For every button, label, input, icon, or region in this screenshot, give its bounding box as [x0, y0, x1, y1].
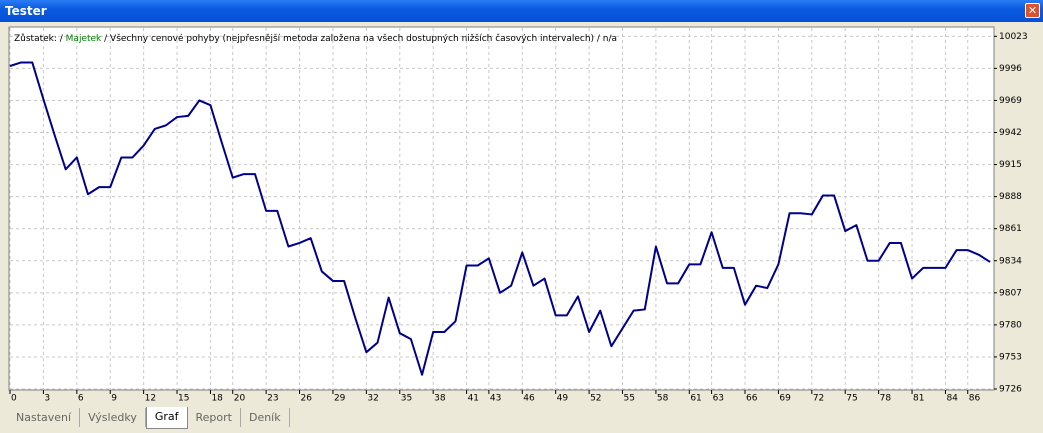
tab[interactable]: Nastavení — [8, 408, 81, 427]
tab-bar: Nastavení Výsledky Graf Report Deník — [8, 407, 290, 429]
x-tick-label: 55 — [624, 394, 635, 404]
y-tick-label: 9834 — [999, 256, 1022, 266]
x-tick-label: 81 — [913, 394, 924, 404]
y-tick-label: 9915 — [999, 160, 1022, 170]
x-tick-label: 58 — [657, 394, 669, 404]
x-tick-label: 35 — [401, 394, 412, 404]
x-tick-label: 38 — [434, 394, 446, 404]
y-tick-label: 9969 — [999, 96, 1022, 106]
x-tick-label: 18 — [211, 394, 223, 404]
y-tick-label: 9996 — [999, 64, 1022, 74]
x-tick-label: 29 — [334, 394, 346, 404]
x-tick-label: 52 — [590, 394, 601, 404]
y-tick-label: 9780 — [999, 320, 1022, 330]
legend-entry: / Všechny cenové pohyby (nejpřesnější me… — [101, 33, 617, 44]
y-tick-label: 9861 — [999, 224, 1022, 234]
x-tick-label: 63 — [713, 394, 724, 404]
title-bar: Tester ✕ — [0, 0, 1043, 22]
legend: Zůstatek: / Majetek / Všechny cenové poh… — [14, 33, 617, 44]
close-button[interactable]: ✕ — [1025, 3, 1040, 18]
x-tick-label: 6 — [78, 394, 84, 404]
x-tick-label: 72 — [813, 394, 824, 404]
chart: 9726975397809807983498619888991599429969… — [8, 26, 1028, 404]
plot-area — [8, 26, 995, 391]
tab[interactable]: Deník — [241, 408, 290, 427]
y-tick-label: 10023 — [999, 32, 1028, 42]
equity-line — [9, 61, 991, 376]
x-tick-label: 75 — [846, 394, 857, 404]
legend-entry: Majetek — [66, 34, 102, 44]
y-tick-label: 9942 — [999, 128, 1022, 138]
y-tick-label: 9726 — [999, 385, 1022, 395]
tab[interactable]: Report — [188, 408, 241, 427]
x-tick-label: 0 — [11, 394, 17, 404]
tab[interactable]: Graf — [145, 407, 188, 429]
x-tick-label: 49 — [557, 394, 569, 404]
x-tick-label: 9 — [111, 394, 117, 404]
tab[interactable]: Výsledky — [80, 408, 146, 427]
y-tick-label: 9888 — [999, 192, 1022, 202]
x-tick-label: 26 — [301, 394, 313, 404]
x-tick-label: 20 — [234, 394, 246, 404]
legend-entry: Zůstatek: / — [14, 33, 66, 44]
y-tick-label: 9807 — [999, 288, 1022, 298]
x-tick-label: 46 — [523, 394, 535, 404]
window-title: Tester — [5, 4, 47, 18]
x-tick-label: 32 — [367, 394, 378, 404]
x-tick-label: 84 — [946, 394, 958, 404]
x-tick-label: 86 — [969, 394, 981, 404]
y-tick-label: 9753 — [999, 352, 1022, 362]
x-tick-label: 66 — [746, 394, 758, 404]
x-tick-label: 61 — [690, 394, 701, 404]
x-tick-label: 78 — [880, 394, 892, 404]
x-tick-label: 15 — [178, 394, 189, 404]
x-tick-label: 23 — [267, 394, 278, 404]
x-tick-label: 43 — [490, 394, 501, 404]
x-tick-label: 3 — [44, 394, 50, 404]
x-tick-label: 41 — [468, 394, 479, 404]
x-tick-label: 12 — [145, 394, 156, 404]
x-tick-label: 69 — [779, 394, 791, 404]
